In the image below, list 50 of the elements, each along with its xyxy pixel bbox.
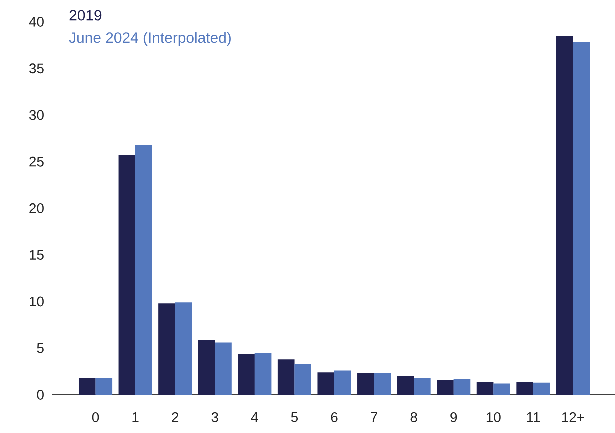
bar [175,302,192,395]
bar [294,364,312,395]
y-tick-label: 25 [30,156,44,167]
bar [437,380,454,395]
y-tick-label: 10 [30,296,44,307]
bar [397,376,414,395]
y-tick-label: 15 [30,250,44,260]
bar [238,354,255,395]
y-tick-label: 20 [30,204,44,214]
bar [118,155,136,395]
x-tick-label: 8 [410,412,418,422]
bar [494,384,510,395]
x-tick-label: 11 [527,412,540,422]
text: 2019 [70,10,102,21]
bar [573,42,590,395]
y-tick-label: 40 [29,17,44,27]
x-tick-label: 1 [132,412,139,422]
bar [556,36,574,395]
bar [516,382,534,395]
bar [215,342,232,395]
bar [158,304,176,395]
bar [278,360,295,395]
x-tick-label: 4 [251,412,258,422]
text: June 2024 (Interpolated) [69,32,231,46]
y-tick-label: 5 [37,344,44,354]
bar [318,372,335,395]
bar [358,374,374,395]
bar [334,370,352,395]
x-tick-label: 3 [212,412,218,422]
bar [374,374,392,395]
x-tick-label: 7 [371,412,378,422]
y-tick-label: 35 [29,64,44,74]
x-tick-label: 9 [450,412,458,422]
y-tick-label: 0 [37,390,44,400]
x-tick-label: 5 [291,412,298,422]
x-tick-label: 2 [172,412,179,422]
bar [198,340,216,395]
bar [454,379,471,395]
x-tick-label: 10 [486,412,501,422]
bar [135,145,152,395]
x-tick-label: 0 [92,412,100,422]
bar [533,382,550,395]
y-tick-label: 30 [29,110,44,120]
x-tick-label: 6 [331,412,338,422]
x-tick-label: 12+ [562,412,584,422]
bar [254,353,272,395]
bar [476,382,494,395]
bar [78,378,96,395]
bar [414,378,431,395]
bar [96,378,113,395]
